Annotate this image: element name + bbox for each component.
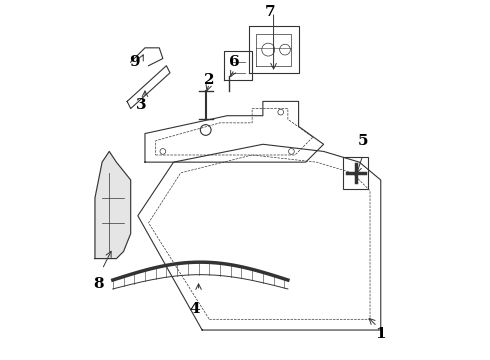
Text: 8: 8 — [93, 276, 104, 291]
Polygon shape — [95, 152, 131, 258]
Text: 9: 9 — [129, 55, 140, 69]
Text: 5: 5 — [358, 134, 368, 148]
Text: 1: 1 — [375, 327, 386, 341]
Text: 3: 3 — [136, 98, 147, 112]
Text: 7: 7 — [265, 5, 275, 19]
Text: 4: 4 — [190, 302, 200, 316]
Text: 2: 2 — [204, 73, 215, 87]
Text: 6: 6 — [229, 55, 240, 69]
Bar — [343, 157, 368, 189]
